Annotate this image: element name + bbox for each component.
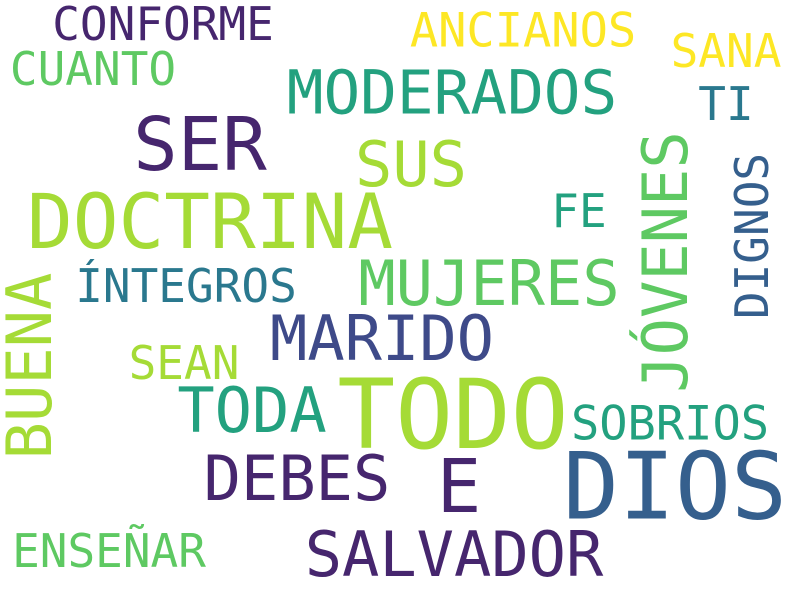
word-ti: TI xyxy=(698,77,754,131)
word-marido: MARIDO xyxy=(270,302,494,375)
word-cuanto: CUANTO xyxy=(9,42,177,96)
word-integros: ÍNTEGROS xyxy=(75,259,297,313)
word-doctrina: DOCTRINA xyxy=(26,177,394,266)
word-conforme: CONFORME xyxy=(52,0,274,51)
word-sobrios: SOBRIOS xyxy=(570,396,770,452)
word-toda: TODA xyxy=(177,374,327,447)
word-ser: SER xyxy=(133,102,267,188)
word-debes: DEBES xyxy=(203,442,391,515)
word-sus: SUS xyxy=(355,128,467,201)
word-fe: FE xyxy=(551,184,607,238)
word-jovenes: JÓVENES xyxy=(629,131,702,393)
word-dios: DIOS xyxy=(563,432,787,541)
word-ancianos: ANCIANOS xyxy=(409,3,637,59)
word-sean: SEAN xyxy=(128,336,240,390)
word-ensenar: ENSEÑAR xyxy=(12,524,206,578)
word-dignos: DIGNOS xyxy=(725,152,779,320)
word-sana: SANA xyxy=(670,24,782,78)
word-moderados: MODERADOS xyxy=(286,57,618,129)
word-buena: BUENA xyxy=(0,272,66,460)
word-mujeres: MUJERES xyxy=(358,247,620,320)
word-salvador: SALVADOR xyxy=(304,518,604,591)
word-todo: TODO xyxy=(337,359,569,471)
word-e: E xyxy=(436,444,482,530)
